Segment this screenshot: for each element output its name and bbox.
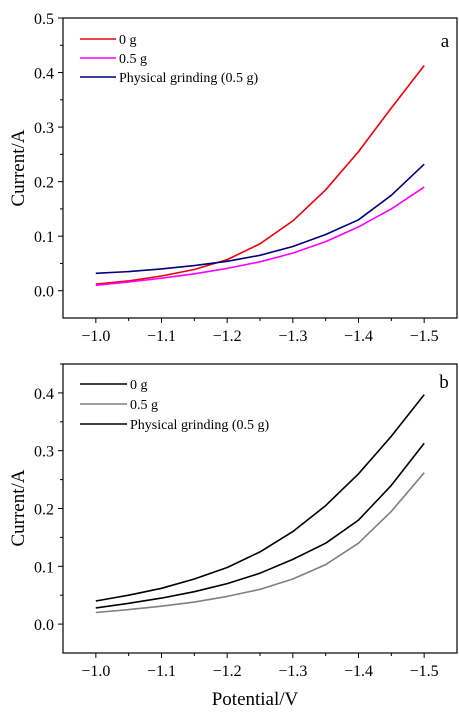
panel-label: a	[441, 31, 450, 52]
x-tick-label: −1.5	[410, 663, 439, 680]
panel-a: −1.0 −1.1 −1.2 −1.3 −1.4 −1.5 0.0 0.1 0.2 0.3 0.4 0…	[8, 11, 458, 345]
series-line	[95, 186, 425, 287]
legend-label: 0 g	[130, 378, 148, 393]
y-tick-label: 0.4	[34, 66, 54, 83]
y-tick-label: 0.0	[34, 284, 54, 301]
legend-label: 0.5 g	[119, 52, 147, 67]
panel-b: −1.0 −1.1 −1.2 −1.3 −1.4 −1.5 0.0 0.1 0.2 0.3 0.4 C…	[8, 363, 458, 710]
series-line	[95, 472, 425, 614]
legend-label: Physical grinding (0.5 g)	[130, 418, 270, 433]
x-tick-label: −1.1	[147, 328, 176, 345]
series-line	[95, 442, 425, 609]
legend-label: 0 g	[119, 33, 137, 48]
x-tick-label: −1.4	[344, 663, 373, 680]
x-tick-label: −1.4	[344, 328, 373, 345]
x-tick-label: −1.5	[410, 328, 439, 345]
series-line	[95, 65, 425, 285]
x-tick-label: −1.0	[81, 328, 110, 345]
y-tick-label: 0.5	[34, 11, 54, 28]
y-tick-label: 0.1	[34, 229, 54, 246]
x-tick-label: −1.3	[278, 663, 307, 680]
legend-label: 0.5 g	[130, 398, 158, 413]
y-tick-label: 0.3	[34, 120, 54, 137]
x-tick-label: −1.3	[278, 328, 307, 345]
y-tick-label: 0.3	[34, 444, 54, 461]
y-tick-label: 0.4	[34, 386, 54, 403]
y-axis-label: Current/A	[8, 469, 29, 546]
y-tick-label: 0.0	[34, 617, 54, 634]
x-tick-label: −1.1	[147, 663, 176, 680]
x-axis-label: Potential/V	[212, 689, 299, 710]
panel-label: b	[439, 372, 449, 393]
y-tick-label: 0.2	[34, 502, 54, 519]
series-line	[95, 163, 425, 275]
y-axis-label: Current/A	[8, 129, 29, 206]
legend-label: Physical grinding (0.5 g)	[119, 71, 259, 86]
y-tick-label: 0.2	[34, 175, 54, 192]
x-tick-label: −1.2	[213, 328, 242, 345]
x-tick-label: −1.0	[81, 663, 110, 680]
series-line	[95, 394, 425, 602]
x-tick-label: −1.2	[213, 663, 242, 680]
y-tick-label: 0.1	[34, 559, 54, 576]
